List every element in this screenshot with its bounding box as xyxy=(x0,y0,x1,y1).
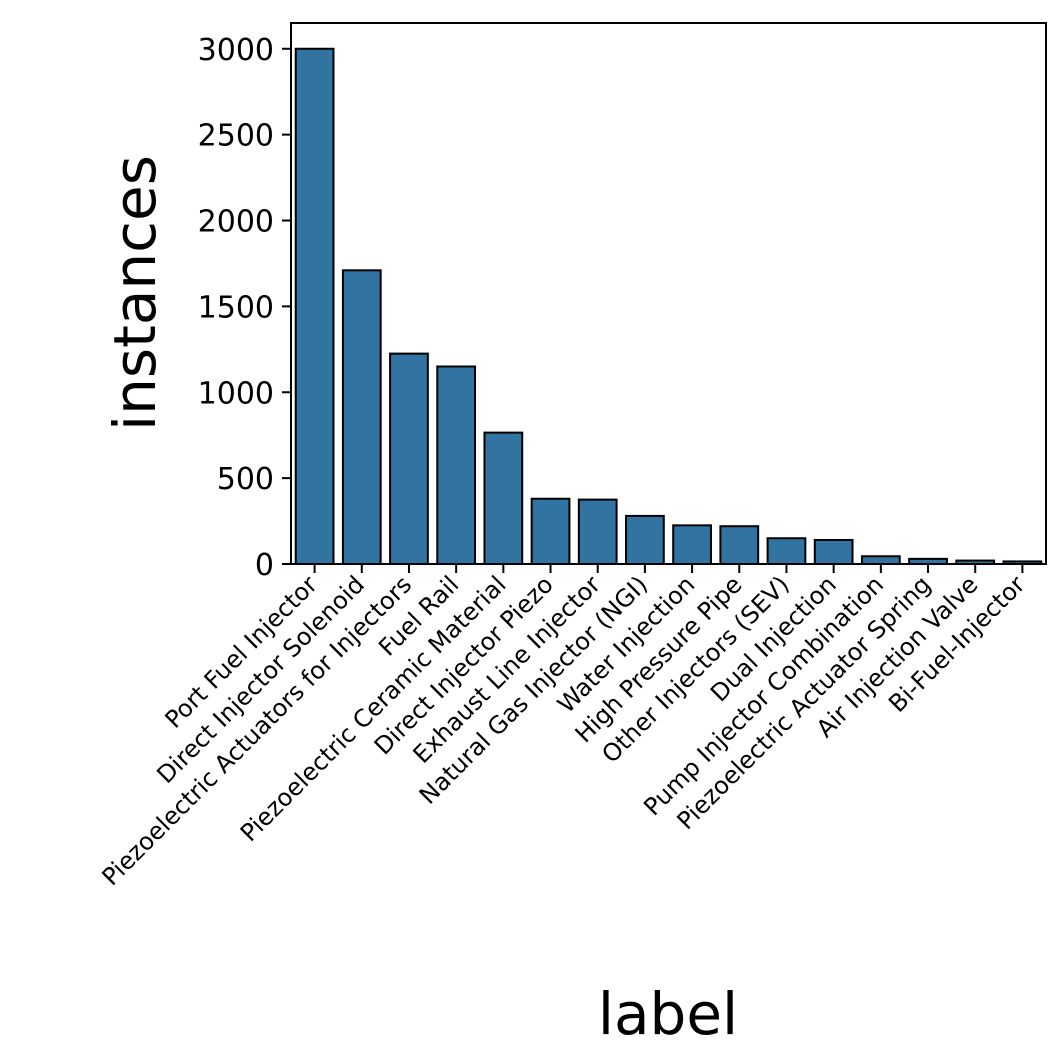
y-tick-label: 1500 xyxy=(198,290,274,325)
bar xyxy=(577,498,618,566)
y-tick-label: 1000 xyxy=(198,376,274,411)
plot-frame xyxy=(290,22,1047,565)
y-tick-label: 0 xyxy=(255,548,274,583)
y-tick-label: 500 xyxy=(217,462,274,497)
bar xyxy=(766,537,807,566)
bar xyxy=(389,352,429,565)
bar xyxy=(483,431,524,565)
y-tick-label: 3000 xyxy=(198,33,274,68)
bar xyxy=(294,47,335,566)
bars-group xyxy=(294,47,1043,566)
y-tick-label: 2500 xyxy=(198,119,274,154)
x-axis-title: label xyxy=(598,980,738,1048)
bar xyxy=(436,365,477,565)
bar xyxy=(625,514,665,566)
bar xyxy=(860,555,901,565)
bar xyxy=(672,524,712,565)
bar xyxy=(341,269,382,565)
bar xyxy=(719,525,760,566)
bar xyxy=(813,538,854,566)
bar xyxy=(530,497,571,565)
y-tick-label: 2000 xyxy=(198,205,274,240)
y-axis: 0 500 1000 1500 2000 2500 3000 xyxy=(198,33,291,583)
y-axis-title: instances xyxy=(101,155,169,431)
